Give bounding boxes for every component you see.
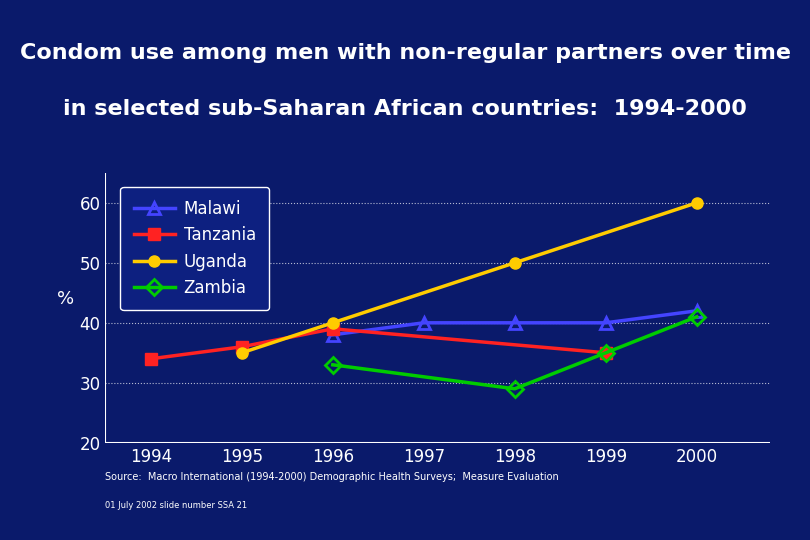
Legend: Malawi, Tanzania, Uganda, Zambia: Malawi, Tanzania, Uganda, Zambia bbox=[120, 186, 269, 310]
Text: Condom use among men with non-regular partners over time: Condom use among men with non-regular pa… bbox=[19, 43, 791, 63]
Text: in selected sub-Saharan African countries:  1994-2000: in selected sub-Saharan African countrie… bbox=[63, 99, 747, 119]
Y-axis label: %: % bbox=[57, 290, 74, 308]
Text: Source:  Macro International (1994-2000) Demographic Health Surveys;  Measure Ev: Source: Macro International (1994-2000) … bbox=[105, 472, 559, 482]
Text: 01 July 2002 slide number SSA 21: 01 July 2002 slide number SSA 21 bbox=[105, 501, 247, 510]
